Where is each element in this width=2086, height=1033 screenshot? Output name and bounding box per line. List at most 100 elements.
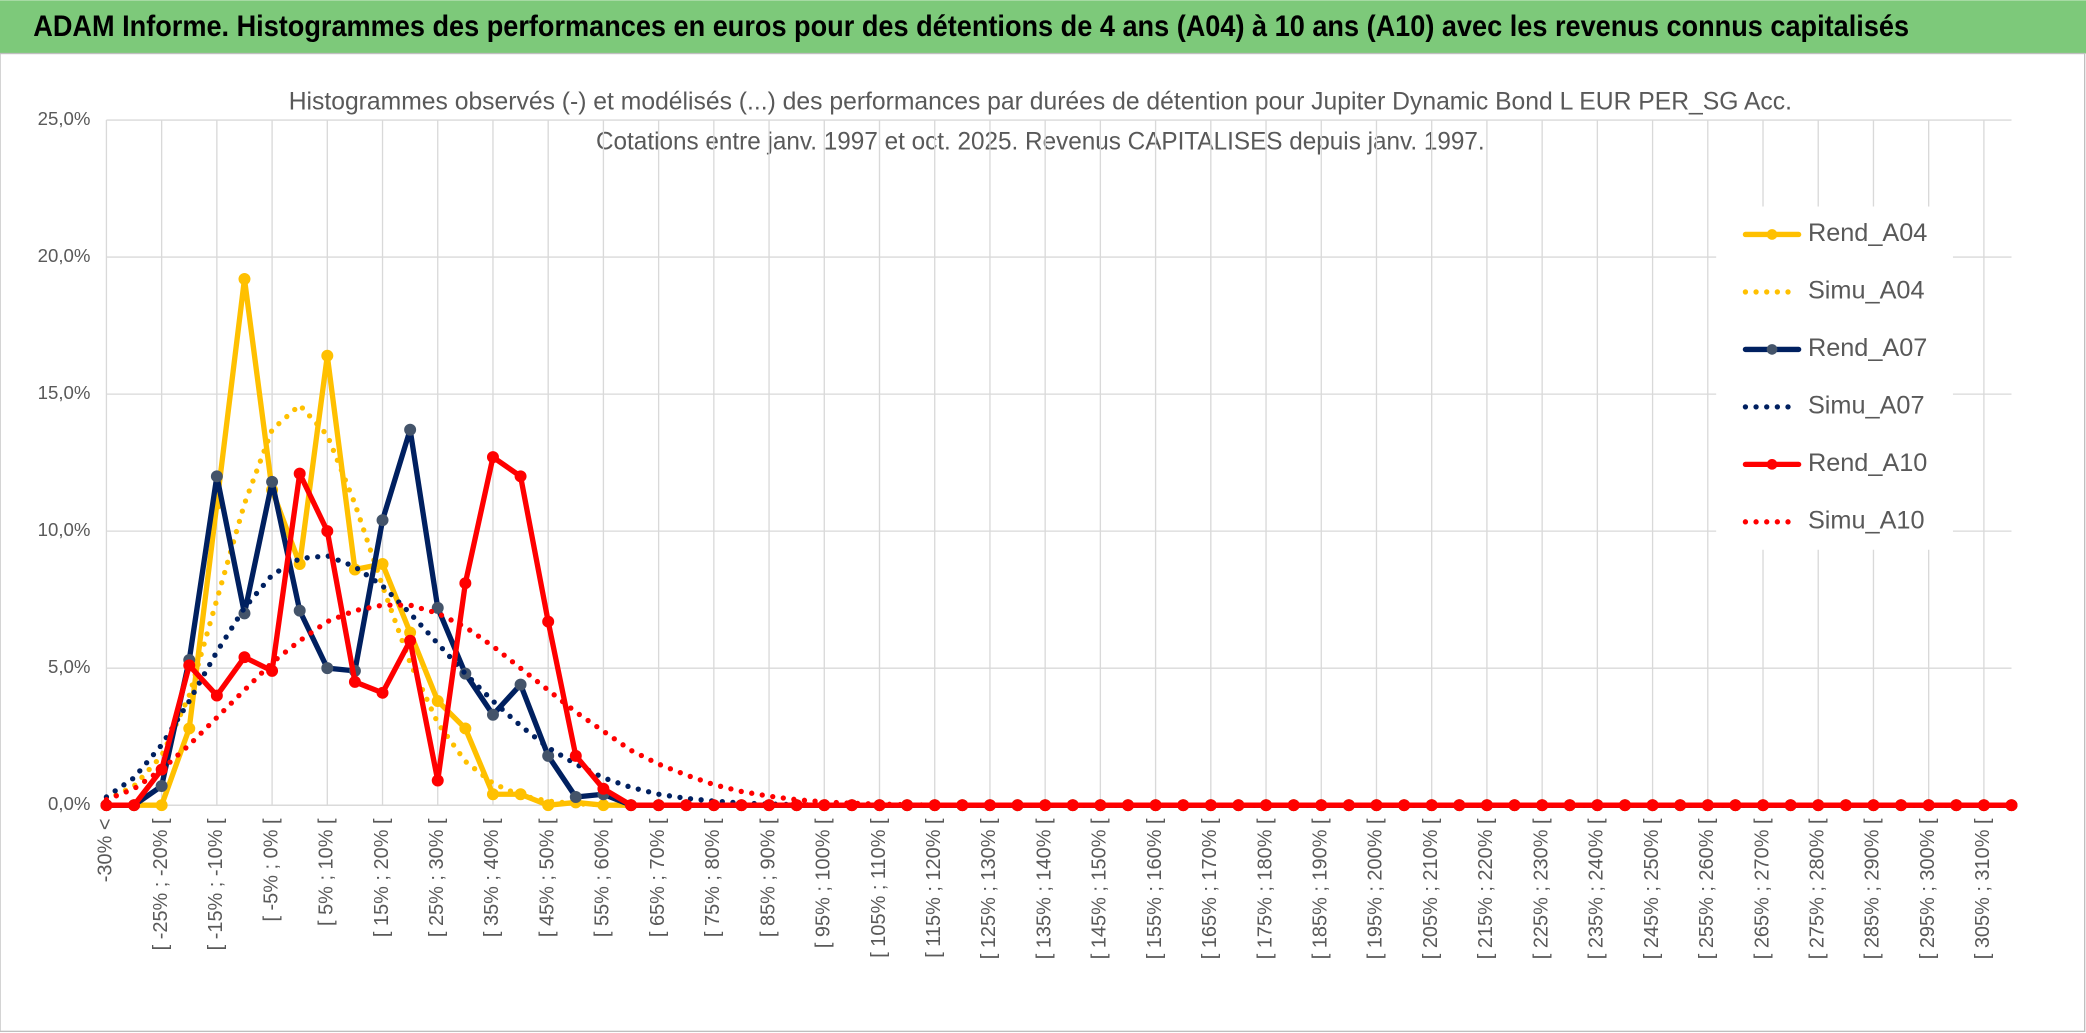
chart-title: Histogrammes observés (-) et modélisés (… <box>289 87 1792 115</box>
legend-box <box>1716 206 1953 550</box>
legend-label: Simu_A04 <box>1808 277 1925 305</box>
x-tick-label: [ 215% ; 220% [ <box>1475 818 1497 959</box>
y-tick-label: 0,0% <box>48 793 90 814</box>
x-tick-label: [ 55% ; 60% [ <box>592 818 614 937</box>
simulated-line <box>103 602 2015 808</box>
legend-label: Rend_A04 <box>1808 219 1927 247</box>
data-point <box>348 675 361 688</box>
x-tick-label: [ 245% ; 250% [ <box>1641 818 1663 959</box>
x-tick-label: [ 75% ; 80% [ <box>702 818 724 937</box>
data-point <box>404 634 417 647</box>
data-point <box>376 514 389 527</box>
data-point <box>376 686 389 699</box>
legend-marker <box>1766 344 1778 355</box>
data-point <box>210 689 223 702</box>
y-tick-label: 15,0% <box>38 382 91 403</box>
x-tick-label: [ 35% ; 40% [ <box>481 818 503 937</box>
data-point <box>128 799 141 812</box>
data-point <box>597 782 610 795</box>
legend-label: Rend_A07 <box>1808 334 1927 362</box>
header-title: ADAM Informe. Histogrammes des performan… <box>33 11 1909 43</box>
legend-marker <box>1766 459 1778 470</box>
data-point <box>183 659 196 672</box>
data-point <box>376 558 389 571</box>
data-point <box>707 799 720 812</box>
x-tick-label: [ 185% ; 190% [ <box>1310 818 1332 959</box>
x-tick-label: [ 45% ; 50% [ <box>536 818 558 937</box>
x-tick-label: [ 155% ; 160% [ <box>1144 818 1166 959</box>
x-tick-label: [ -5% ; 0% [ <box>260 818 282 922</box>
x-tick-label: [ 5% ; 10% [ <box>316 818 338 926</box>
data-point <box>735 799 748 812</box>
data-point <box>404 423 417 436</box>
data-point <box>431 601 444 614</box>
data-point <box>293 604 306 617</box>
x-tick-label: [ 65% ; 70% [ <box>647 818 669 937</box>
data-point <box>542 749 555 762</box>
data-point <box>680 799 693 812</box>
legend-label: Simu_A10 <box>1808 506 1925 534</box>
data-point <box>266 475 279 488</box>
data-point <box>486 451 499 464</box>
x-tick-label: [ 195% ; 200% [ <box>1365 818 1387 959</box>
data-point <box>293 467 306 480</box>
data-point <box>569 749 582 762</box>
data-point <box>625 799 638 812</box>
data-point <box>459 577 472 590</box>
x-tick-label: [ 125% ; 130% [ <box>978 818 1000 959</box>
data-point <box>514 470 527 483</box>
chart-subtitle: Cotations entre janv. 1997 et oct. 2025.… <box>596 127 1485 155</box>
x-tick-label: [ 15% ; 20% [ <box>371 818 393 937</box>
x-tick-label: [ 25% ; 30% [ <box>426 818 448 937</box>
legend-label: Simu_A07 <box>1808 392 1925 420</box>
chart-border <box>0 52 2086 1033</box>
x-tick-label: [ 105% ; 110% [ <box>868 818 890 958</box>
x-tick-label: [ 135% ; 140% [ <box>1033 818 1055 959</box>
x-tick-label: [ 235% ; 240% [ <box>1586 818 1608 959</box>
y-tick-label: 25,0% <box>38 108 91 129</box>
data-point <box>652 799 665 812</box>
x-tick-label: [ 275% ; 280% [ <box>1806 818 1828 959</box>
x-tick-label: [ 165% ; 170% [ <box>1199 818 1221 959</box>
data-point <box>514 678 527 691</box>
data-point <box>321 662 334 675</box>
data-point <box>569 790 582 803</box>
y-tick-label: 20,0% <box>38 245 91 266</box>
data-point <box>321 349 334 362</box>
x-tick-label: [ -15% ; -10% [ <box>205 818 227 950</box>
x-tick-label: [ 205% ; 210% [ <box>1420 818 1442 959</box>
x-tick-label: [ 225% ; 230% [ <box>1530 818 1552 959</box>
x-tick-label: [ 255% ; 260% [ <box>1696 818 1718 959</box>
y-tick-label: 10,0% <box>38 519 91 540</box>
x-tick-label: [ 295% ; 300% [ <box>1917 818 1939 959</box>
x-tick-label: [ 265% ; 270% [ <box>1751 818 1773 959</box>
y-tick-label: 5,0% <box>48 656 90 677</box>
data-point <box>183 722 196 735</box>
data-point <box>486 788 499 801</box>
data-point <box>431 774 444 787</box>
data-point <box>542 615 555 628</box>
data-point <box>155 780 168 792</box>
data-point <box>790 799 803 812</box>
data-point <box>210 470 223 483</box>
data-point <box>155 799 168 812</box>
x-tick-label: [ 305% ; 310% [ <box>1972 818 1994 959</box>
data-point <box>238 273 251 285</box>
legend-label: Rend_A10 <box>1808 449 1927 477</box>
data-point <box>238 651 251 664</box>
x-tick-label: -30% < <box>95 818 117 882</box>
legend: Rend_A04 Simu_A04 Rend_A07 Simu_A07 Rend_A10… <box>1716 206 1953 550</box>
x-tick-label: [ 115% ; 120% [ <box>923 818 945 958</box>
x-tick-label: [ 85% ; 90% [ <box>757 818 779 937</box>
x-tick-label: [ 145% ; 150% [ <box>1089 818 1111 959</box>
header-bar <box>0 0 2086 54</box>
data-point <box>431 695 444 708</box>
x-tick-label: [ 95% ; 100% [ <box>813 818 835 948</box>
data-point <box>459 722 472 735</box>
data-point <box>321 525 334 538</box>
x-tick-label: [ 285% ; 290% [ <box>1862 818 1884 959</box>
x-tick-label: [ -25% ; -20% [ <box>150 818 172 950</box>
x-tick-label: [ 175% ; 180% [ <box>1254 818 1276 959</box>
data-point <box>486 708 499 721</box>
